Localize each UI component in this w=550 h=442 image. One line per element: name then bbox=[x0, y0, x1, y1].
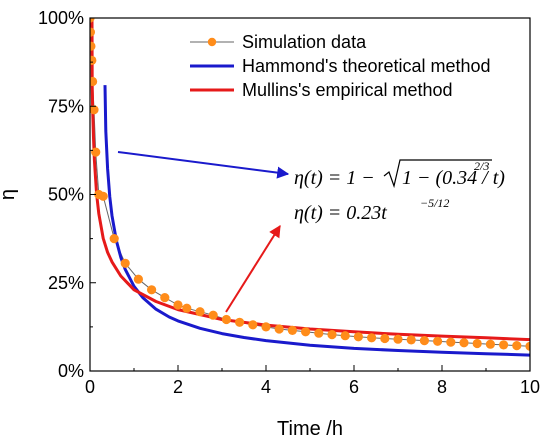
hammond-formula-lhs: η(t) = 1 − bbox=[294, 167, 375, 189]
data-point-simulation bbox=[261, 322, 271, 332]
data-point-simulation bbox=[90, 55, 97, 65]
data-point-simulation bbox=[301, 327, 311, 337]
y-tick-label: 25% bbox=[48, 273, 84, 293]
data-point-simulation bbox=[419, 336, 429, 346]
x-tick-label: 2 bbox=[173, 377, 183, 397]
data-point-simulation bbox=[327, 330, 337, 340]
data-point-simulation bbox=[472, 338, 482, 349]
series-line-hammond bbox=[103, 85, 530, 357]
data-point-simulation bbox=[235, 317, 245, 327]
data-point-simulation bbox=[340, 331, 350, 341]
data-point-simulation bbox=[248, 320, 258, 330]
data-point-simulation bbox=[512, 341, 522, 351]
x-axis-title: Time /h bbox=[277, 418, 343, 440]
mullins-formula-exponent: −5/12 bbox=[420, 196, 449, 210]
x-tick-label: 10 bbox=[520, 377, 540, 397]
mullins-formula-main: η(t) = 0.23t bbox=[294, 202, 387, 224]
legend: Simulation data Hammond's theoretical me… bbox=[190, 32, 491, 100]
mullins-formula: η(t) = 0.23t −5/12 bbox=[294, 196, 449, 224]
data-point-simulation bbox=[160, 293, 170, 303]
svg-text:η(t) = 1 −: η(t) = 1 − bbox=[294, 167, 375, 189]
data-point-simulation bbox=[406, 335, 416, 345]
data-point-simulation bbox=[525, 341, 530, 351]
data-point-simulation bbox=[90, 105, 99, 115]
x-tick-label: 8 bbox=[437, 377, 447, 397]
data-point-simulation bbox=[446, 337, 456, 347]
data-point-simulation bbox=[90, 27, 95, 37]
data-point-simulation bbox=[485, 339, 495, 349]
x-tick-label: 6 bbox=[349, 377, 359, 397]
legend-marker-simulation bbox=[207, 37, 217, 47]
data-point-simulation bbox=[98, 191, 108, 201]
data-point-simulation bbox=[147, 285, 157, 295]
data-point-simulation bbox=[393, 334, 403, 344]
data-point-simulation bbox=[120, 258, 130, 268]
data-point-simulation bbox=[499, 340, 509, 350]
data-point-simulation bbox=[353, 332, 363, 342]
plot-area bbox=[90, 18, 530, 357]
sqrt-sign bbox=[383, 159, 492, 189]
data-point-simulation bbox=[173, 300, 183, 310]
annotations: η(t) = 1 − 1 − (0.34 / t) 2/3 η(t) = 0.2… bbox=[117, 151, 505, 313]
axis-ticks: 0 2 4 6 8 100%25%50%75%100% bbox=[38, 8, 540, 397]
svg-text:2/3: 2/3 bbox=[474, 159, 489, 173]
data-point-simulation bbox=[133, 274, 143, 284]
data-point-simulation bbox=[90, 76, 98, 87]
svg-text:−5/12: −5/12 bbox=[420, 196, 449, 210]
data-point-simulation bbox=[90, 41, 96, 51]
hammond-formula-exponent: 2/3 bbox=[474, 159, 489, 173]
data-point-simulation bbox=[109, 234, 119, 244]
data-point-simulation bbox=[380, 333, 390, 344]
hammond-formula-radicand: 1 − (0.34 / t) bbox=[402, 167, 505, 189]
data-point-simulation bbox=[208, 310, 218, 320]
data-point-simulation bbox=[274, 324, 284, 334]
svg-text:1 − (0.34 / t): 1 − (0.34 / t) bbox=[402, 167, 505, 189]
data-point-simulation bbox=[314, 328, 324, 338]
data-point-simulation bbox=[367, 333, 377, 343]
y-tick-label: 75% bbox=[48, 96, 84, 116]
data-point-simulation bbox=[433, 336, 443, 346]
mullins-arrow bbox=[225, 224, 281, 313]
hammond-arrow bbox=[117, 151, 290, 179]
x-tick-label: 0 bbox=[85, 377, 95, 397]
hammond-formula: η(t) = 1 − 1 − (0.34 / t) 2/3 bbox=[294, 159, 505, 189]
legend-label-simulation: Simulation data bbox=[242, 32, 367, 52]
y-tick-label: 100% bbox=[38, 8, 84, 28]
svg-text:η(t) = 0.23t: η(t) = 0.23t bbox=[294, 202, 387, 224]
data-point-simulation bbox=[459, 338, 469, 348]
data-point-simulation bbox=[90, 18, 95, 23]
data-point-simulation bbox=[287, 325, 297, 335]
y-tick-label: 0% bbox=[58, 361, 84, 381]
legend-label-hammond: Hammond's theoretical method bbox=[242, 56, 491, 76]
data-point-simulation bbox=[91, 147, 101, 157]
x-tick-label: 4 bbox=[261, 377, 271, 397]
y-axis-title: η bbox=[0, 189, 19, 200]
data-point-simulation bbox=[221, 314, 231, 325]
legend-label-mullins: Mullins's empirical method bbox=[242, 80, 453, 100]
data-point-simulation bbox=[182, 303, 192, 313]
data-point-simulation bbox=[195, 307, 205, 317]
y-tick-label: 50% bbox=[48, 185, 84, 205]
